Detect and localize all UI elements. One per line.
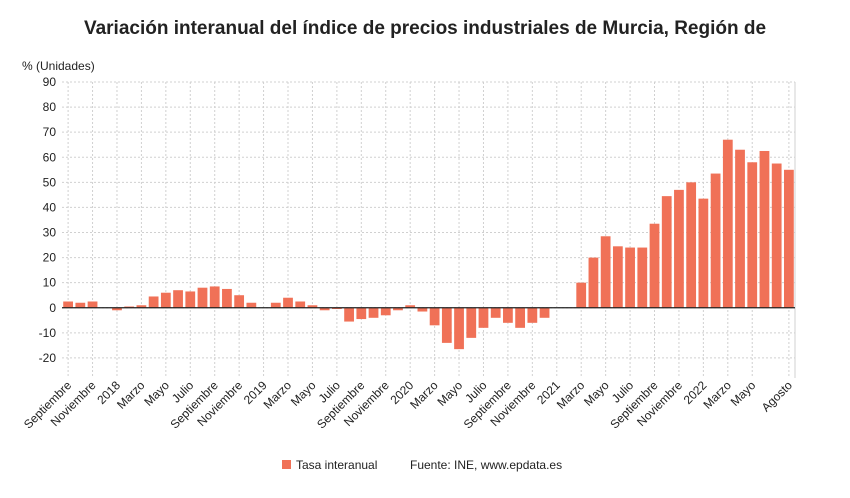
bar [686,182,697,308]
x-tick-label: Marzo [700,378,734,412]
x-tick-label: Mayo [435,378,466,409]
bar [331,307,342,310]
bar [295,301,306,308]
bar [319,307,330,311]
bar [747,162,758,308]
y-tick-label: 80 [43,100,57,114]
x-tick-label: Mayo [581,378,612,409]
bar [735,149,745,308]
bar [185,291,196,308]
y-tick-label: 0 [49,301,56,315]
bar [63,301,73,308]
bar [612,246,623,308]
y-tick-label: 40 [43,200,57,214]
bar [307,305,318,308]
bar [674,189,684,308]
y-tick-label: 30 [43,226,57,240]
chart-title: Variación interanual del índice de preci… [84,18,766,39]
bar [784,169,794,308]
bar [478,307,489,328]
bar [344,307,354,322]
y-tick-label: 50 [43,175,57,189]
bar [393,307,403,311]
bar [637,247,648,308]
y-tick-label: -10 [39,326,57,340]
x-tick-label: Agosto [759,378,796,415]
bar [588,257,599,308]
bar [661,196,672,308]
bar [124,306,135,308]
bar [527,307,538,323]
y-tick-label: 70 [43,125,57,139]
y-axis-label: % (Unidades) [22,59,95,73]
bar [600,236,611,308]
bar [454,307,464,350]
y-tick-label: 20 [43,251,57,265]
bar [576,282,587,308]
bar [148,296,159,308]
bar [405,305,416,308]
y-tick-label: 60 [43,150,57,164]
bar [112,307,122,311]
bar [649,223,660,308]
bar [771,163,782,308]
bar [625,247,635,308]
bar [417,307,428,312]
bar [270,302,281,308]
bar [283,297,293,308]
source: Fuente: INE, www.epdata.es [410,458,562,472]
bar [209,286,220,308]
bar [441,307,452,343]
bar [234,295,245,308]
x-tick-label: Marzo [261,378,295,412]
bar [356,307,367,320]
bar [722,139,733,308]
y-tick-label: 90 [43,75,57,89]
y-tick-label: 10 [43,276,57,290]
bar [246,302,257,308]
x-tick-label: Mayo [288,378,319,409]
x-tick-label: Mayo [728,378,759,409]
legend-label: Tasa interanual [296,458,377,472]
x-tick-label: Marzo [554,378,588,412]
bar [710,173,721,308]
bar [698,198,709,308]
bar [759,150,770,308]
x-tick-label: Marzo [114,378,148,412]
bar [515,307,526,328]
bar [222,288,232,308]
bar [490,307,501,318]
bar [87,301,98,308]
bar [136,305,147,308]
bar [539,307,550,318]
bar [503,307,513,323]
legend-swatch [282,460,291,469]
x-tick-label: Mayo [141,378,172,409]
bar [160,292,171,308]
bar [429,307,440,326]
bar [197,287,208,308]
y-tick-label: -20 [39,351,57,365]
bar [75,302,86,308]
bar [173,290,183,308]
bar [380,307,391,316]
x-tick-label: Marzo [407,378,441,412]
bar [466,307,477,338]
bar [368,307,379,318]
